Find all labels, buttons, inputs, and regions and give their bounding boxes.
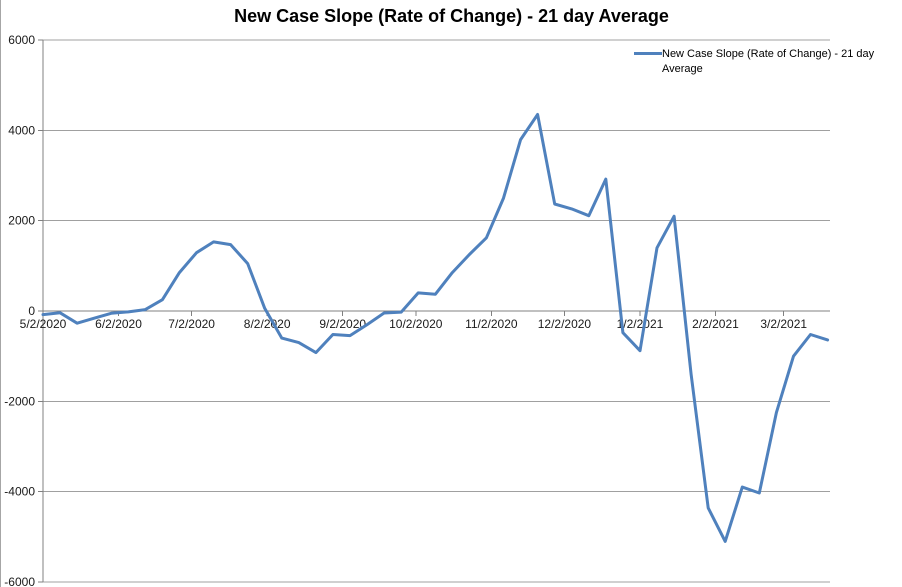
- chart-legend: New Case Slope (Rate of Change) - 21 day…: [634, 47, 884, 76]
- x-axis-tick-label: 1/2/2021: [617, 317, 664, 331]
- x-axis-tick-label: 10/2/2020: [389, 317, 443, 331]
- y-axis-tick-label: 6000: [8, 33, 35, 47]
- x-axis-tick-label: 6/2/2020: [95, 317, 142, 331]
- legend-label: New Case Slope (Rate of Change) - 21 day…: [662, 48, 875, 75]
- x-axis-tick-label: 2/2/2021: [692, 317, 739, 331]
- legend-line-icon: [634, 52, 662, 55]
- chart-title: New Case Slope (Rate of Change) - 21 day…: [234, 6, 669, 26]
- x-axis-tick-label: 12/2/2020: [538, 317, 592, 331]
- x-axis-tick-label: 8/2/2020: [244, 317, 291, 331]
- x-axis-tick-label: 5/2/2020: [20, 317, 67, 331]
- x-axis-tick-label: 3/2/2021: [760, 317, 807, 331]
- x-axis-tick-label: 11/2/2020: [465, 317, 518, 331]
- y-axis-tick-label: 2000: [8, 214, 35, 228]
- series-line: [41, 113, 830, 543]
- y-axis-tick-label: -4000: [4, 485, 35, 499]
- y-axis-tick-label: -6000: [4, 575, 35, 587]
- x-axis-tick-label: 7/2/2020: [168, 317, 215, 331]
- y-axis-tick-label: -2000: [4, 394, 35, 408]
- x-axis-tick-label: 9/2/2020: [319, 317, 366, 331]
- y-axis-tick-label: 0: [28, 304, 35, 318]
- y-axis-tick-label: 4000: [8, 123, 35, 137]
